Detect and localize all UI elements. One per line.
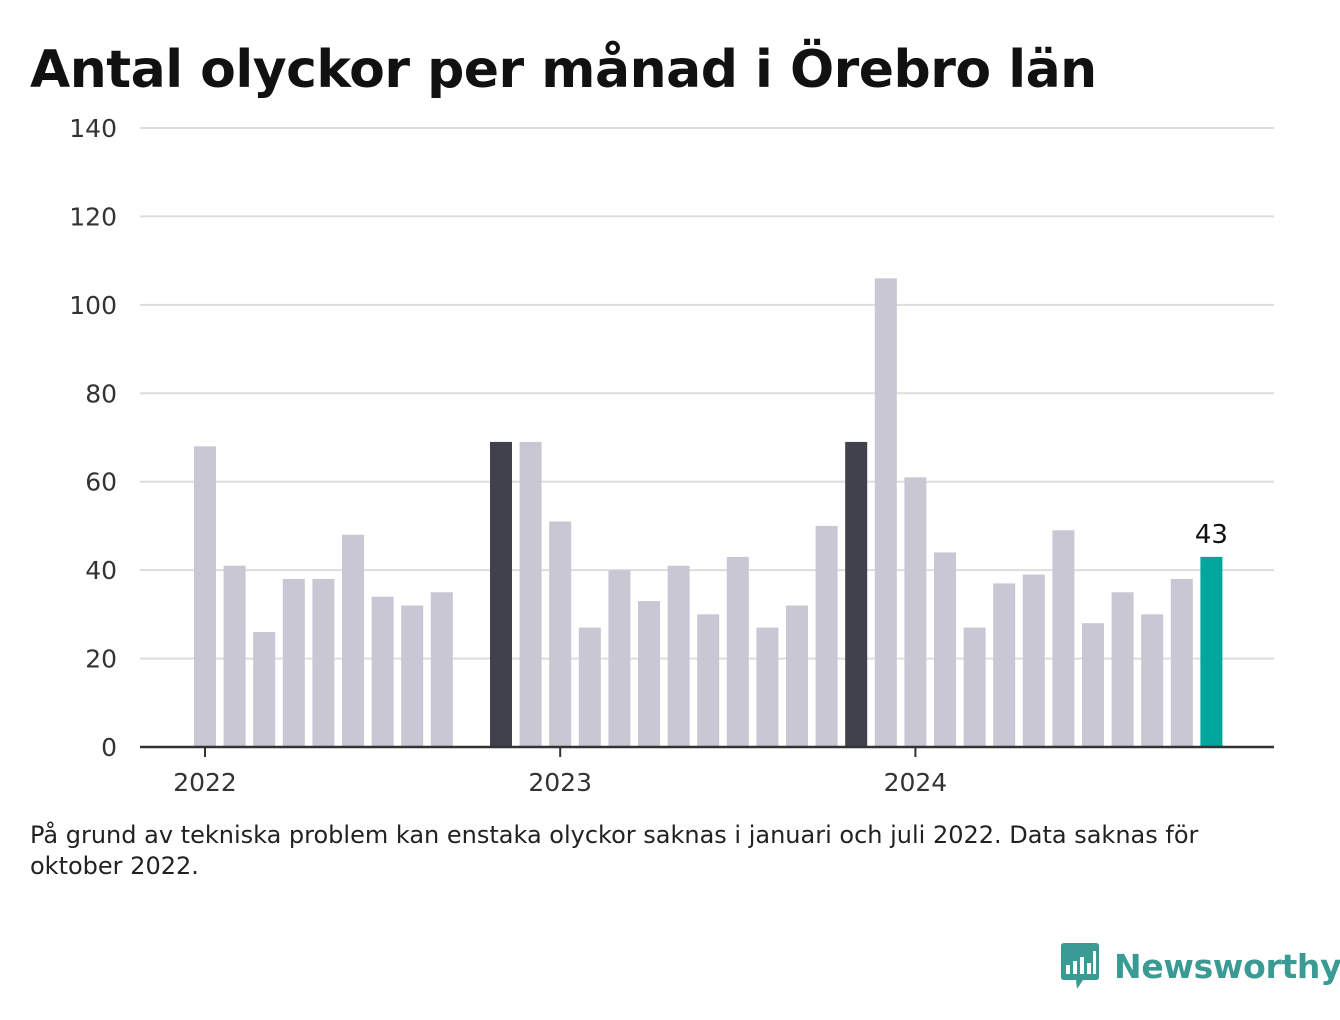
bar [401,605,424,747]
logo-bar [1073,961,1077,974]
bar [1022,574,1045,747]
bar [490,441,512,747]
bar [697,614,720,747]
logo-bar [1066,965,1070,974]
y-tick-label: 80 [85,379,117,408]
y-tick-label: 60 [85,468,117,497]
bar [549,521,572,747]
bar [1170,578,1193,747]
bar [726,556,749,747]
logo-bar [1093,951,1096,974]
bar [874,278,897,747]
bar [963,627,986,747]
bar [1052,530,1075,747]
bar-chart-bubble-icon [1061,943,1099,989]
bar [430,592,453,747]
bar [194,446,216,747]
bar [519,441,542,747]
bar [1111,592,1134,747]
bar [786,605,808,747]
bar [342,534,364,747]
bar [371,596,394,747]
newsworthy-logo: Newsworthy [1060,940,1340,992]
bar-chart: 0 20 40 60 80 100 120 140 2022 2023 2024 43 [69,114,1274,797]
x-tick-label: 2024 [884,768,948,797]
bar [1141,614,1164,747]
logo-bar [1087,963,1091,974]
bar [845,441,868,747]
bar [993,583,1016,747]
bar [904,477,927,747]
x-tick-label: 2023 [528,768,592,797]
bar [282,578,305,747]
y-tick-label: 20 [85,645,117,674]
bar [608,570,631,747]
bar [223,565,246,747]
chart-title: Antal olyckor per månad i Örebro län [30,40,1097,100]
bar [578,627,601,747]
y-tick-label: 120 [69,202,117,231]
footnote: På grund av tekniska problem kan enstaka… [30,821,1199,880]
bar [934,552,956,747]
bar [756,627,779,747]
y-tick-label: 40 [85,556,117,585]
bar [253,632,276,747]
bar [1200,556,1223,747]
logo-bar [1080,957,1084,974]
y-tick-label: 140 [69,114,117,143]
y-tick-label: 100 [69,291,117,320]
x-tick-label: 2022 [173,768,237,797]
bar [667,565,690,747]
data-label: 43 [1195,520,1228,550]
bar [815,525,838,747]
bar [638,601,660,747]
bar [1082,623,1104,747]
brand-name: Newsworthy [1114,946,1340,986]
y-tick-label: 0 [101,733,117,762]
bar [312,578,335,747]
